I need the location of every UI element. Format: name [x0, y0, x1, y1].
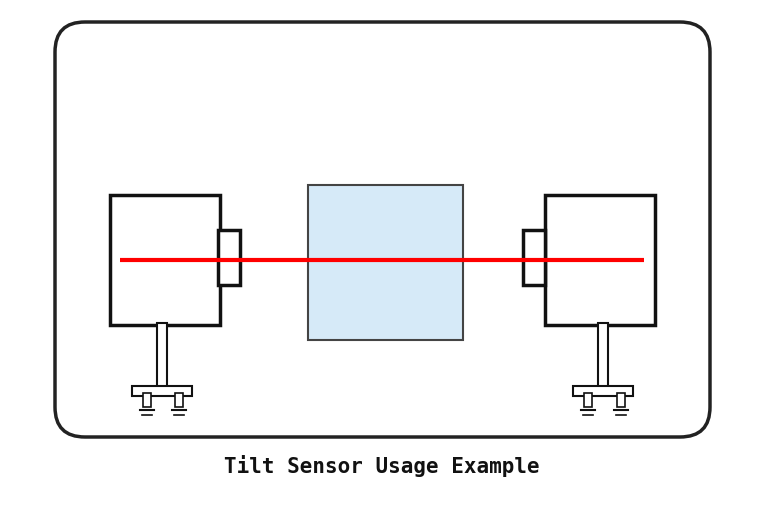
Bar [132, 386, 192, 396]
Bar [584, 393, 592, 407]
FancyBboxPatch shape [55, 22, 710, 437]
Bar [175, 393, 183, 407]
Bar [523, 230, 545, 285]
Bar [598, 323, 608, 388]
Bar [545, 195, 655, 325]
Bar [308, 185, 463, 340]
Bar [143, 393, 151, 407]
Text: Tilt Sensor Usage Example: Tilt Sensor Usage Example [224, 455, 540, 477]
Bar [573, 386, 633, 396]
Bar [617, 393, 625, 407]
Bar [218, 230, 240, 285]
Bar [110, 195, 220, 325]
Bar [157, 323, 167, 388]
